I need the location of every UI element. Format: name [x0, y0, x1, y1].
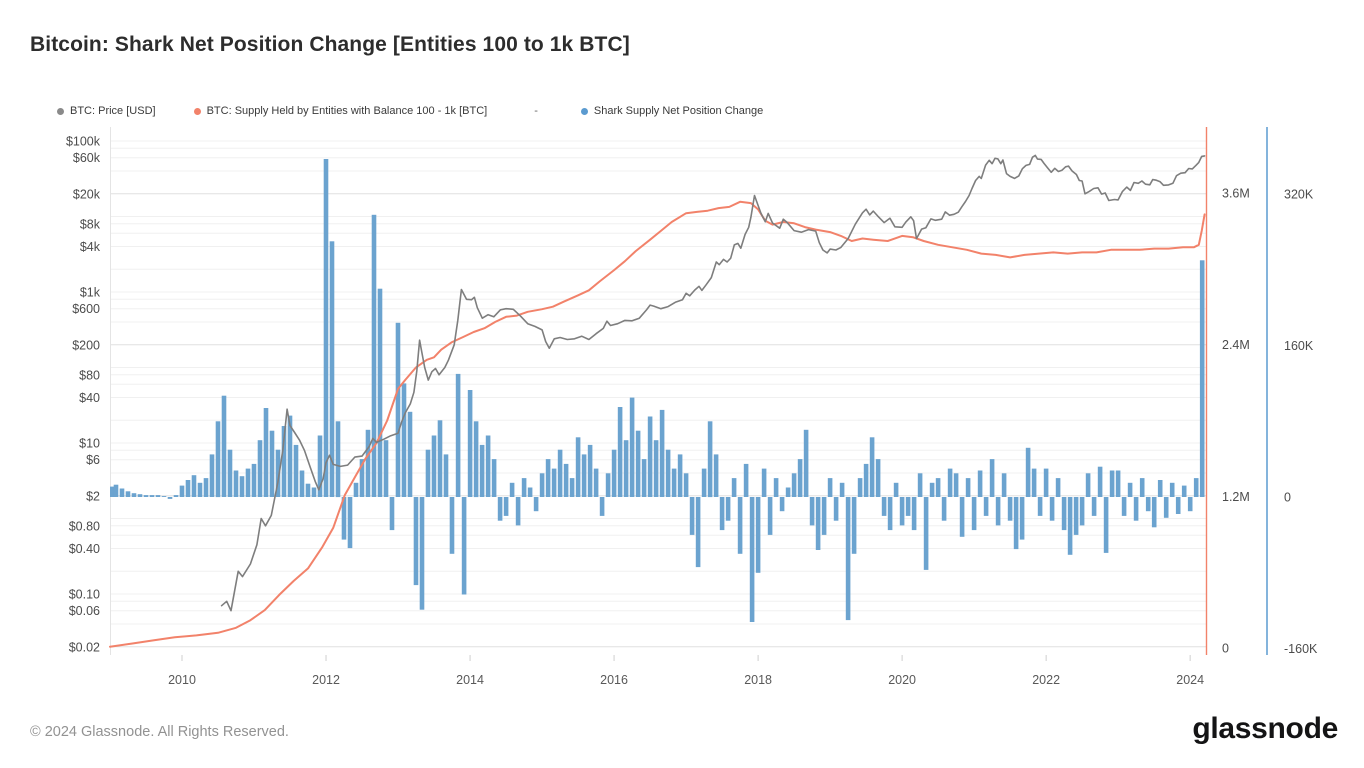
legend-label: Shark Supply Net Position Change: [593, 105, 764, 117]
axis-right-supply-labels: 3.6M 2.4M 1.2M 0: [1222, 186, 1250, 655]
axis-tick-label: 2.4M: [1222, 338, 1250, 352]
axis-tick-label: 2012: [312, 673, 340, 687]
legend-label: BTC: Supply Held by Entities with Balanc…: [206, 105, 488, 117]
net-position-bars: [110, 159, 1205, 622]
axis-tick-label: $600: [72, 302, 100, 316]
price-line: [220, 154, 1206, 612]
axis-tick-label: 2016: [600, 673, 628, 687]
axis-tick-label: $2: [86, 489, 100, 503]
axis-tick-label: $200: [72, 338, 100, 352]
axis-tick-label: $20k: [73, 187, 101, 201]
axis-tick-label: -160K: [1284, 642, 1318, 656]
grid-lines: [110, 140, 1206, 648]
legend-label: BTC: Price [USD]: [70, 105, 156, 117]
axis-tick-label: 2018: [744, 673, 772, 687]
axis-tick-label: 0: [1222, 642, 1229, 656]
legend-dot-supply-icon: [193, 107, 201, 115]
axis-tick-label: $0.02: [69, 640, 100, 654]
legend-dot-price-icon: [57, 107, 64, 115]
legend-item-supply[interactable]: BTC: Supply Held by Entities with Balanc…: [193, 105, 488, 117]
legend-dot-net-position-icon: [580, 107, 588, 115]
axis-tick-label: $60k: [73, 151, 101, 165]
axis-tick-label: 0: [1284, 491, 1291, 505]
axis-tick-label: $6: [86, 453, 100, 467]
axis-tick-label: $80: [79, 368, 100, 382]
supply-line: [109, 200, 1206, 648]
axis-tick-label: $100k: [66, 135, 101, 149]
axis-tick-label: $4k: [80, 240, 101, 254]
axis-tick-label: 320K: [1284, 188, 1314, 202]
axis-tick-label: $8k: [80, 217, 101, 231]
legend-item-net-position[interactable]: Shark Supply Net Position Change: [580, 105, 764, 117]
legend-separator: -: [534, 105, 538, 117]
legend-item-price[interactable]: BTC: Price [USD]: [57, 105, 156, 117]
axis-tick-label: 2020: [888, 673, 916, 687]
axis-right-net-change-labels: 320K 160K 0 -160K: [1284, 188, 1318, 657]
axis-tick-label: $40: [79, 391, 100, 405]
axis-left-price-labels: $100k $60k $20k $8k $4k $1k $600 $200 $80 $40 $10 $…: [66, 135, 101, 655]
page-title: Bitcoin: Shark Net Position Change [Enti…: [30, 33, 630, 56]
axis-tick-label: $10: [79, 437, 100, 451]
axis-tick-label: 2014: [456, 673, 484, 687]
axis-tick-label: $0.10: [69, 588, 100, 602]
axis-tick-label: 2024: [1176, 673, 1204, 687]
axis-tick-label: 3.6M: [1222, 186, 1250, 200]
axis-tick-label: $0.40: [69, 542, 100, 556]
axis-tick-label: $0.80: [69, 519, 100, 533]
glassnode-logo[interactable]: glassnode: [1192, 712, 1338, 745]
copyright-text: © 2024 Glassnode. All Rights Reserved.: [30, 724, 289, 740]
axis-x-labels: 2010 2012 2014 2016 2018 2020 2022 2024: [168, 655, 1204, 687]
axis-tick-label: 1.2M: [1222, 490, 1250, 504]
axis-tick-label: 2022: [1032, 673, 1060, 687]
axis-tick-label: 160K: [1284, 339, 1314, 353]
chart-legend: BTC: Price [USD] BTC: Supply Held by Enti…: [57, 105, 763, 117]
axis-tick-label: $1k: [80, 286, 101, 300]
axis-tick-label: 2010: [168, 673, 196, 687]
axis-tick-label: $0.06: [69, 604, 100, 618]
